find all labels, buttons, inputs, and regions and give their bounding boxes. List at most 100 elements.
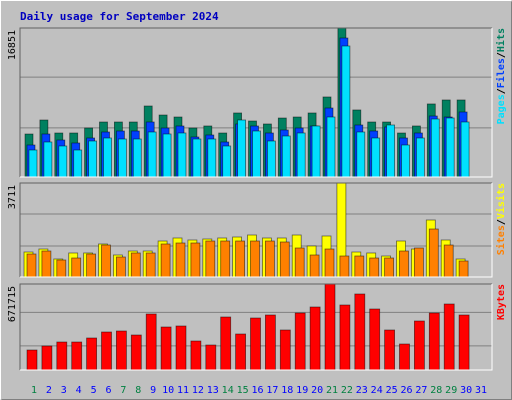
x-tick-label: 23	[356, 385, 368, 396]
bar	[294, 312, 306, 371]
bar	[311, 125, 321, 178]
plot-frame	[19, 182, 492, 277]
bar	[56, 341, 68, 371]
x-tick-label: 26	[400, 385, 412, 396]
bar	[413, 320, 425, 371]
x-tick-label: 31	[475, 385, 487, 396]
bar	[279, 329, 291, 371]
legend-entry: Visits	[495, 183, 507, 219]
bar	[264, 314, 276, 371]
bar	[326, 116, 336, 178]
bar	[445, 117, 455, 178]
bar	[399, 343, 410, 371]
bar	[250, 317, 261, 371]
bar	[371, 137, 381, 178]
bar	[101, 244, 111, 278]
bar	[369, 257, 380, 278]
bar	[460, 121, 470, 178]
bar	[58, 145, 68, 178]
bar	[281, 135, 291, 178]
x-tick-label: 8	[135, 385, 141, 396]
bar	[399, 250, 409, 278]
legend-separator: /	[496, 219, 507, 225]
bar	[413, 247, 424, 278]
bar	[324, 248, 335, 278]
x-tick-label: 27	[415, 385, 427, 396]
bar	[145, 313, 157, 371]
bar	[26, 349, 38, 371]
x-tick-label: 2	[46, 385, 52, 396]
bar	[264, 240, 275, 278]
x-tick-label: 5	[91, 385, 97, 396]
x-tick-label: 9	[150, 385, 156, 396]
x-tick-label: 19	[296, 385, 308, 396]
bar	[384, 329, 396, 371]
bar	[235, 240, 246, 278]
legend-separator: /	[496, 88, 507, 94]
bar	[324, 283, 336, 371]
bar	[73, 149, 83, 178]
bar	[147, 131, 157, 178]
bar	[205, 240, 216, 278]
bar	[386, 124, 396, 178]
bar	[175, 325, 187, 371]
bar	[294, 247, 305, 278]
x-tick-label: 29	[445, 385, 457, 396]
bar	[41, 250, 52, 278]
bar	[309, 306, 321, 371]
bar	[160, 243, 171, 278]
plot-frame	[20, 284, 493, 371]
x-tick-label: 17	[266, 385, 278, 396]
bar	[88, 140, 97, 178]
legend: Pages/Files/Hits	[495, 28, 507, 124]
bar	[116, 330, 127, 371]
bar	[130, 334, 142, 371]
bar	[220, 316, 232, 371]
bar	[103, 137, 112, 178]
bar	[339, 304, 351, 371]
x-tick-label: 25	[386, 385, 398, 396]
bar	[190, 242, 201, 278]
legend-separator: /	[496, 52, 507, 58]
bar	[443, 244, 454, 278]
x-tick-label: 20	[311, 385, 323, 396]
x-tick-label: 10	[162, 385, 174, 396]
y-tick-label: 3711	[7, 185, 18, 209]
bar	[250, 240, 260, 278]
bar	[175, 242, 186, 278]
plot-frame	[20, 28, 493, 178]
x-tick-label: 15	[237, 385, 249, 396]
bar	[354, 293, 366, 371]
x-tick-label: 18	[281, 385, 293, 396]
bar	[177, 132, 187, 178]
x-tick-label: 21	[326, 385, 338, 396]
bar	[401, 144, 410, 178]
bar	[86, 337, 97, 371]
legend-entry: KBytes	[496, 284, 507, 320]
bar	[430, 118, 440, 178]
bar	[341, 45, 351, 178]
legend: KBytes	[496, 284, 507, 320]
bar	[354, 255, 365, 278]
x-tick-label: 6	[105, 385, 111, 396]
bar	[237, 119, 247, 178]
bar	[443, 303, 455, 371]
bar	[118, 138, 127, 178]
bar	[458, 314, 470, 371]
bar	[252, 130, 261, 178]
chart-title: Daily usage for September 2024	[20, 10, 219, 23]
legend: Sites/Visits	[495, 183, 507, 255]
x-tick-label: 16	[251, 385, 263, 396]
x-tick-label: 12	[192, 385, 204, 396]
x-tick-label: 14	[222, 385, 234, 396]
legend-entry: Hits	[495, 28, 507, 52]
x-tick-label: 28	[430, 385, 442, 396]
legend-entry: Sites	[495, 225, 507, 255]
x-tick-label: 24	[371, 385, 383, 396]
x-tick-label: 7	[120, 385, 126, 396]
x-tick-label: 22	[341, 385, 353, 396]
bar	[415, 137, 425, 178]
bar	[41, 345, 53, 371]
